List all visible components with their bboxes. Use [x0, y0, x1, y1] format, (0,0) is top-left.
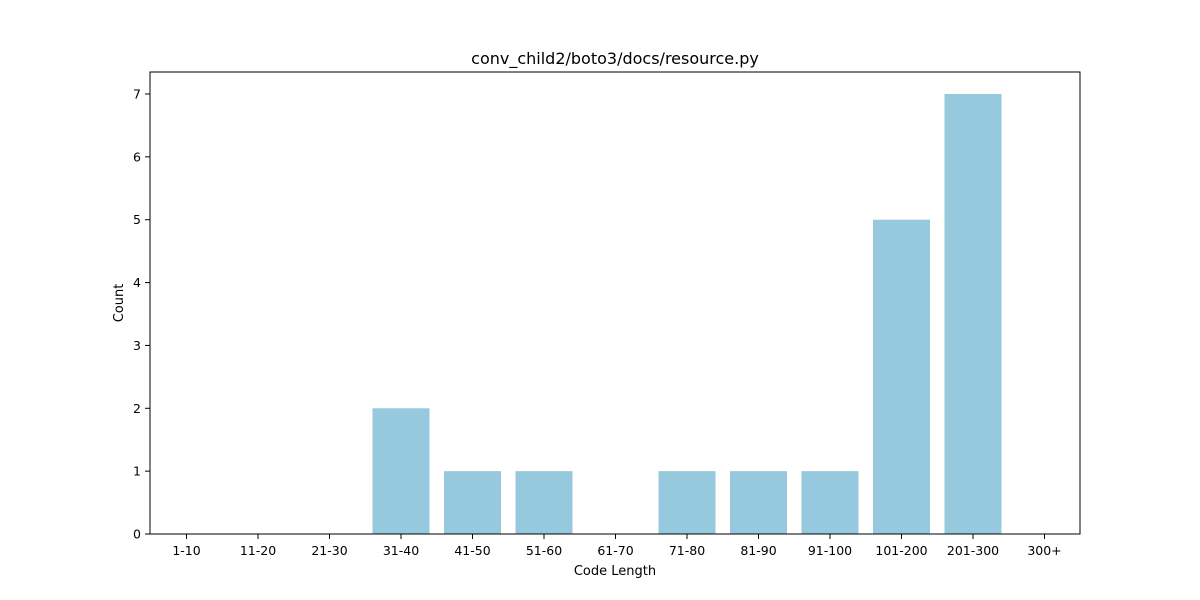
x-tick-label: 1-10 [172, 543, 200, 558]
bar-41-50 [444, 471, 501, 534]
y-tick-label: 1 [133, 464, 141, 479]
y-tick-label: 6 [133, 149, 141, 164]
y-tick-label: 0 [133, 527, 141, 542]
x-tick-label: 41-50 [454, 543, 490, 558]
x-tick-label: 61-70 [597, 543, 633, 558]
x-tick-label: 71-80 [669, 543, 705, 558]
bar-91-100 [801, 471, 859, 534]
plot-frame [149, 71, 1081, 535]
bar-201-300 [944, 94, 1002, 534]
bar-31-40 [372, 408, 430, 534]
x-axis-label: Code Length [574, 564, 656, 579]
x-tick-label: 101-200 [875, 543, 927, 558]
x-tick-label: 21-30 [311, 543, 347, 558]
x-tick-label: 11-20 [240, 543, 276, 558]
y-tick-label: 7 [133, 87, 141, 102]
x-tick-label: 300+ [1027, 543, 1061, 558]
x-tick-label: 31-40 [383, 543, 419, 558]
y-tick-label: 4 [133, 275, 141, 290]
x-tick-label: 201-300 [947, 543, 999, 558]
bar-51-60 [515, 471, 573, 534]
x-tick-label: 91-100 [808, 543, 852, 558]
bar-71-80 [658, 471, 716, 534]
y-axis-ticks: 0 1 2 3 4 5 6 7 [133, 87, 150, 542]
x-axis-ticks: 1-10 11-20 21-30 31-40 41-50 51-60 61-70 71-80 8… [172, 534, 1062, 558]
bar-101-200 [873, 219, 930, 534]
bars-group [372, 94, 1002, 534]
y-tick-label: 3 [133, 338, 141, 353]
x-tick-label: 51-60 [526, 543, 562, 558]
y-tick-label: 5 [133, 212, 141, 227]
y-tick-label: 2 [133, 401, 141, 416]
bar-81-90 [730, 471, 787, 534]
y-axis-label: Count [112, 284, 127, 323]
x-tick-label: 81-90 [740, 543, 776, 558]
chart-title: conv_child2/boto3/docs/resource.py [471, 49, 759, 69]
